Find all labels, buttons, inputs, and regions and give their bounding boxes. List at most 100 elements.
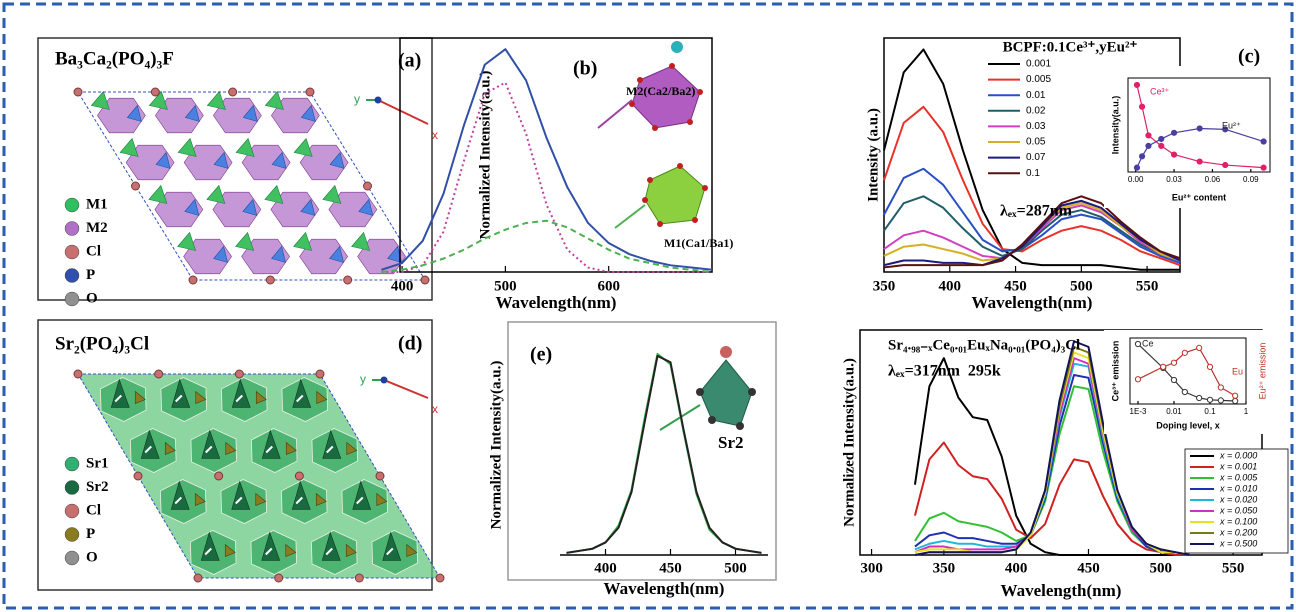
polyhedron — [225, 441, 237, 455]
polyhedron — [345, 543, 357, 557]
legend-label: P — [86, 267, 95, 283]
series-label: Ce³⁺ — [1150, 86, 1170, 96]
data-point — [1260, 164, 1267, 171]
axis-arrow — [383, 379, 429, 399]
series-line — [883, 105, 1181, 267]
polyhedron — [183, 238, 232, 275]
data-point — [1181, 349, 1188, 356]
x-tick-label: 350 — [933, 560, 956, 576]
legend-label: P — [86, 526, 95, 542]
polyhedron — [126, 104, 142, 122]
legend-label: 0.03 — [1026, 121, 1046, 132]
y-axis-label: Intensity (a.u.) — [865, 108, 881, 202]
data-point — [1196, 125, 1203, 132]
atom — [73, 87, 83, 97]
sr2-polyhedron — [659, 346, 756, 431]
legend-label: x = 0.001 — [1219, 461, 1257, 471]
polyhedron — [213, 97, 262, 134]
x-tick-label: 300 — [860, 560, 883, 576]
m1-polyhedron — [614, 163, 708, 229]
series-line — [566, 354, 762, 554]
polyhedron — [264, 184, 284, 204]
data-point — [1232, 397, 1239, 405]
polyhedron — [212, 191, 262, 228]
polyhedron — [97, 97, 146, 134]
polyhedron — [329, 151, 345, 169]
data-point — [1158, 135, 1165, 143]
x-tick-label: 350 — [873, 278, 896, 294]
polyhedron — [300, 198, 316, 216]
x-axis-label: Doping level, x — [1156, 420, 1220, 430]
legend-label: x = 0.005 — [1219, 472, 1258, 482]
chart-title: BCPF:0.1Ce³⁺,yEu²⁺ — [1003, 39, 1138, 55]
atom — [214, 471, 224, 481]
x-tick-label: 0.03 — [1166, 175, 1182, 184]
panel-label: (a) — [398, 50, 421, 72]
axis-origin — [380, 376, 388, 384]
bond — [174, 496, 182, 505]
polyhedron — [183, 144, 233, 181]
series-line — [883, 167, 1181, 264]
axis-origin — [374, 96, 382, 104]
bond — [265, 445, 273, 454]
axis-arrow — [377, 99, 429, 125]
data-point — [1222, 126, 1229, 133]
atom — [274, 573, 284, 583]
polyhedron — [213, 151, 229, 169]
polyhedron — [328, 191, 378, 228]
polyhedron — [224, 543, 236, 557]
atom — [265, 275, 275, 285]
data-point — [1170, 129, 1178, 136]
x-axis-label: Wavelength(nm) — [604, 579, 725, 598]
polyhedron — [206, 90, 226, 110]
data-point — [1170, 376, 1178, 384]
legend-label: x = 0.010 — [1219, 483, 1257, 493]
bond — [296, 394, 304, 403]
legend-label: x = 0.050 — [1219, 505, 1257, 515]
bond — [265, 547, 273, 556]
polyhedron — [125, 144, 175, 181]
y-axis-label: Normalized Intensity(a.u.) — [477, 71, 493, 240]
data-point — [1134, 340, 1142, 348]
legend-swatch — [64, 197, 80, 213]
polyhedron — [299, 238, 348, 275]
legend-swatch — [64, 550, 80, 566]
data-point — [1145, 132, 1152, 139]
series-line — [883, 195, 1181, 262]
data-point — [1196, 394, 1203, 402]
polyhedron — [184, 198, 200, 216]
polyhedron — [206, 184, 226, 204]
x-tick-label: 500 — [494, 278, 517, 294]
x-tick-label: 450 — [659, 560, 682, 576]
data-point — [1260, 138, 1267, 145]
polyhedron — [271, 151, 287, 169]
atom — [131, 181, 140, 191]
x-tick-label: 0.00 — [1128, 175, 1144, 184]
legend-label: O — [86, 549, 98, 565]
polyhedron — [194, 492, 206, 506]
series-line — [913, 441, 1190, 556]
bond — [295, 496, 303, 505]
series-line — [883, 195, 1181, 269]
atom — [150, 87, 160, 97]
data-point — [1158, 142, 1165, 149]
x-tick-label: 600 — [597, 278, 620, 294]
polyhedron — [406, 543, 418, 557]
panel-e-box — [507, 321, 777, 581]
bond — [326, 445, 334, 454]
x-axis-label: Eu²⁺ content — [1172, 192, 1226, 202]
data-point — [1217, 397, 1224, 404]
atom — [305, 87, 315, 97]
panel-label: (b) — [573, 58, 597, 80]
legend-swatch — [64, 480, 80, 495]
polyhedron — [346, 441, 358, 455]
m2-polyhedron — [597, 41, 703, 131]
legend-label: x = 0.200 — [1219, 527, 1257, 537]
data-point — [1217, 384, 1224, 391]
polyhedron — [241, 144, 291, 181]
polyhedron — [293, 231, 313, 251]
y-axis-label: Ce³⁺ emission — [1110, 341, 1120, 402]
legend-label: x = 0.500 — [1219, 538, 1257, 548]
x-tick-label: 550 — [1136, 278, 1159, 294]
annotation: M2(Ca2/Ba2) — [626, 84, 695, 98]
